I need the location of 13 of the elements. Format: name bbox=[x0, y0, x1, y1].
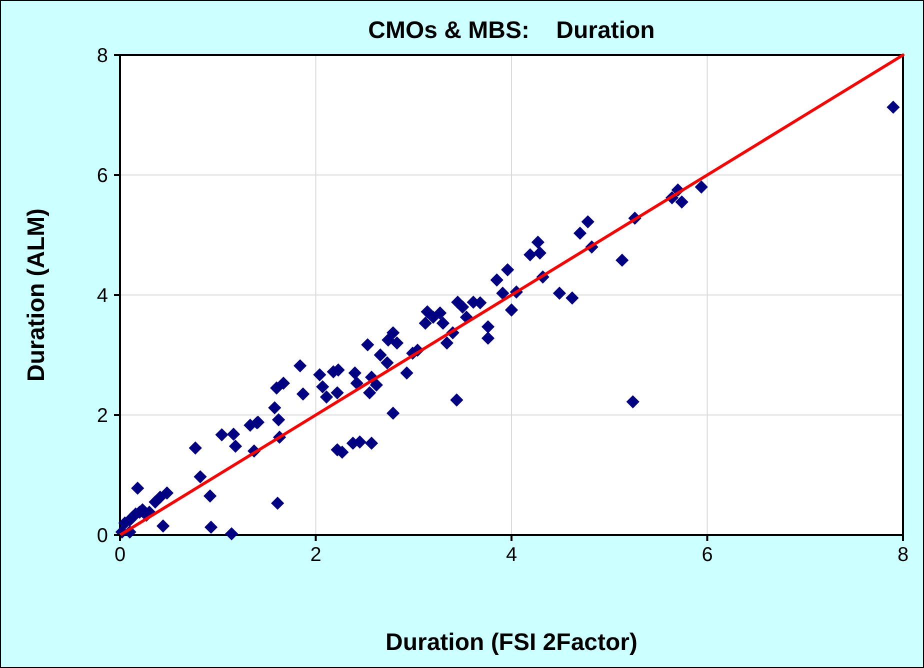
x-axis-title: Duration (FSI 2Factor) bbox=[385, 629, 638, 656]
y-axis-title: Duration (ALM) bbox=[23, 208, 50, 382]
y-tick-label: 4 bbox=[96, 285, 108, 307]
chart-title: CMOs & MBS: Duration bbox=[368, 17, 655, 44]
x-tick-label: 2 bbox=[310, 544, 322, 566]
x-tick-label: 0 bbox=[114, 544, 126, 566]
y-tick-label: 2 bbox=[96, 405, 108, 427]
x-tick-label: 6 bbox=[702, 544, 713, 566]
y-tick-label: 0 bbox=[96, 525, 108, 547]
y-tick-label: 8 bbox=[96, 45, 108, 67]
x-tick-label: 4 bbox=[506, 544, 518, 566]
y-tick-label: 6 bbox=[96, 165, 108, 187]
x-tick-label: 8 bbox=[897, 544, 909, 566]
